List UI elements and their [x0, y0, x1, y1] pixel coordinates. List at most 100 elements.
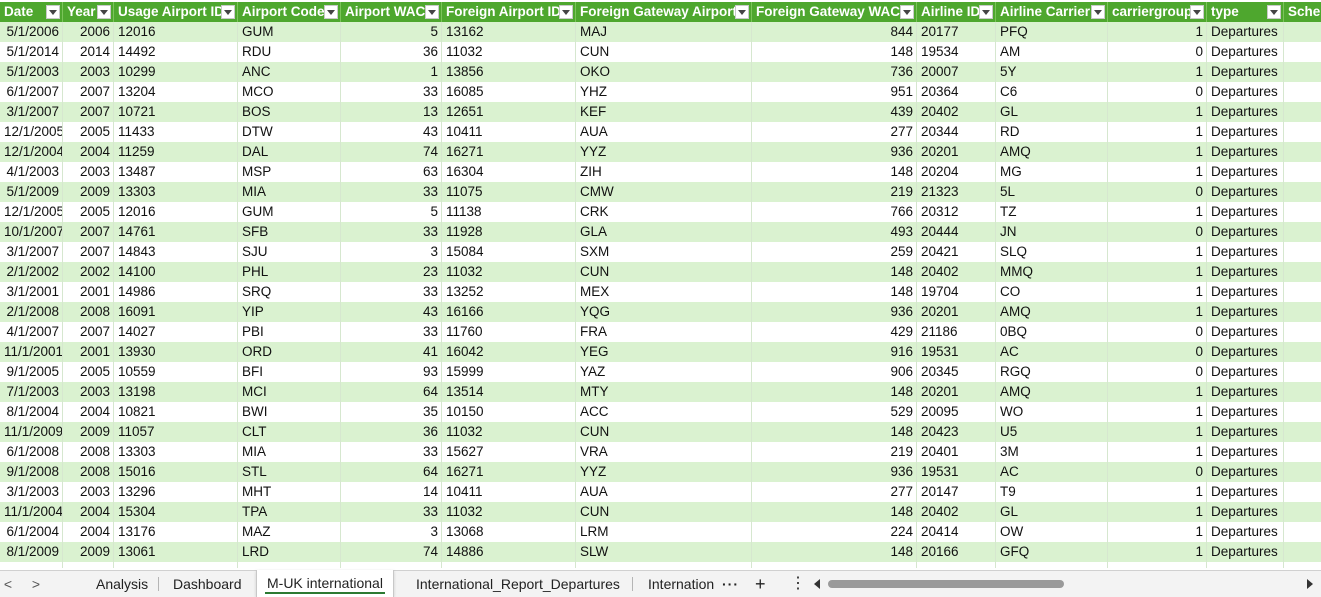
cell-foreign-airport-id[interactable]: 11075 [446, 184, 483, 199]
cell-airport-wac[interactable]: 35 [422, 404, 438, 419]
cell-airport-wac[interactable]: 33 [422, 84, 438, 99]
cell-airport-code[interactable]: PHL [242, 264, 269, 279]
cell-airport-wac[interactable]: 13 [422, 104, 438, 119]
cell-usage-airport-id[interactable]: 13296 [118, 484, 156, 499]
cell-airport-wac[interactable]: 93 [422, 364, 438, 379]
table-row[interactable]: 12/1/2005 2005 11433 DTW 43 10411 AUA 277 20344 R… [0, 122, 1321, 142]
cell-carriergroup[interactable]: 1 [1195, 24, 1203, 39]
cell-type[interactable]: Departures [1211, 384, 1278, 399]
cell-foreign-gateway-wac[interactable]: 916 [890, 344, 913, 359]
cell-foreign-gateway-airport[interactable]: ZIH [580, 164, 602, 179]
cell-date[interactable]: 12/1/2005 [4, 204, 63, 219]
cell-foreign-gateway-airport[interactable]: MTY [580, 384, 609, 399]
cell-type[interactable]: Departures [1211, 144, 1278, 159]
cell-type[interactable]: Departures [1211, 264, 1278, 279]
cell-airline-id[interactable]: 21186 [921, 324, 958, 339]
cell-type[interactable]: Departures [1211, 284, 1278, 299]
cell-airline-carrier[interactable]: GL [1000, 104, 1019, 119]
cell-usage-airport-id[interactable]: 10559 [118, 364, 156, 379]
column-header-airport-wac[interactable]: Airport WAC [341, 2, 442, 22]
cell-airline-carrier[interactable]: AMQ [1000, 304, 1031, 319]
cell-year[interactable]: 2014 [79, 44, 110, 59]
cell-airport-code[interactable]: GUM [242, 204, 274, 219]
cell-airline-carrier[interactable]: RGQ [1000, 364, 1031, 379]
cell-foreign-gateway-wac[interactable]: 936 [890, 144, 913, 159]
cell-airline-carrier[interactable]: WO [1000, 404, 1024, 419]
cell-foreign-gateway-wac[interactable]: 766 [890, 204, 913, 219]
cell-airline-carrier[interactable]: MG [1000, 164, 1022, 179]
cell-airline-id[interactable]: 20201 [921, 304, 959, 319]
cell-date[interactable]: 3/1/2003 [6, 484, 59, 499]
table-row[interactable]: 5/1/2009 2009 13303 MIA 33 11075 CMW 219 21323 5L… [0, 182, 1321, 202]
cell-airport-code[interactable]: MHT [242, 484, 272, 499]
cell-usage-airport-id[interactable]: 11259 [118, 144, 155, 159]
filter-dropdown-icon[interactable] [1190, 5, 1204, 19]
cell-carriergroup[interactable]: 1 [1195, 544, 1203, 559]
cell-carriergroup[interactable]: 1 [1195, 244, 1203, 259]
cell-airport-code[interactable]: LRD [242, 544, 270, 559]
cell-foreign-gateway-airport[interactable]: YHZ [580, 84, 607, 99]
cell-type[interactable]: Departures [1211, 544, 1278, 559]
filter-dropdown-icon[interactable] [221, 5, 235, 19]
cell-foreign-gateway-airport[interactable]: AUA [580, 484, 608, 499]
cell-airline-id[interactable]: 20312 [921, 204, 959, 219]
cell-date[interactable]: 8/1/2004 [6, 404, 59, 419]
filter-dropdown-icon[interactable] [1091, 5, 1105, 19]
cell-foreign-airport-id[interactable]: 11138 [446, 204, 482, 219]
cell-airline-id[interactable]: 20147 [921, 484, 959, 499]
cell-airport-code[interactable]: BFI [242, 364, 264, 379]
cell-airport-wac[interactable]: 33 [422, 324, 438, 339]
cell-airport-code[interactable]: DTW [242, 124, 273, 139]
cell-type[interactable]: Departures [1211, 104, 1278, 119]
table-row[interactable]: 2/1/2002 2002 14100 PHL 23 11032 CUN 148 20402 MM… [0, 262, 1321, 282]
cell-year[interactable]: 2003 [79, 64, 110, 79]
cell-airport-wac[interactable]: 33 [422, 224, 438, 239]
cell-date[interactable]: 11/1/2001 [4, 344, 63, 359]
cell-year[interactable]: 2007 [79, 224, 110, 239]
table-row[interactable]: 4/1/2003 2003 13487 MSP 63 16304 ZIH 148 20204 MG… [0, 162, 1321, 182]
cell-date[interactable]: 2/1/2002 [6, 264, 59, 279]
cell-carriergroup[interactable]: 1 [1195, 404, 1203, 419]
table-row[interactable]: 5/1/2003 2003 10299 ANC 1 13856 OKO 736 20007 5Y 1… [0, 62, 1321, 82]
cell-airline-carrier[interactable]: JN [1000, 224, 1017, 239]
cell-year[interactable]: 2007 [79, 104, 110, 119]
cell-foreign-gateway-wac[interactable]: 148 [890, 424, 913, 439]
cell-airport-code[interactable]: BOS [242, 104, 271, 119]
cell-airline-id[interactable]: 21323 [921, 184, 959, 199]
cell-carriergroup[interactable]: 1 [1195, 64, 1203, 79]
cell-foreign-gateway-wac[interactable]: 148 [890, 284, 913, 299]
filter-dropdown-icon[interactable] [735, 5, 749, 19]
cell-airline-id[interactable]: 19531 [921, 344, 959, 359]
cell-foreign-gateway-airport[interactable]: YYZ [580, 464, 607, 479]
cell-airport-code[interactable]: GUM [242, 24, 274, 39]
cell-carriergroup[interactable]: 1 [1195, 204, 1203, 219]
cell-airline-carrier[interactable]: 0BQ [1000, 324, 1028, 339]
column-header-foreign-airport-id[interactable]: Foreign Airport ID [442, 2, 576, 22]
cell-airline-carrier[interactable]: AMQ [1000, 384, 1031, 399]
cell-type[interactable]: Departures [1211, 404, 1278, 419]
cell-year[interactable]: 2001 [79, 284, 110, 299]
cell-airport-wac[interactable]: 64 [422, 464, 438, 479]
filter-dropdown-icon[interactable] [559, 5, 573, 19]
cell-type[interactable]: Departures [1211, 244, 1278, 259]
filter-dropdown-icon[interactable] [324, 5, 338, 19]
cell-type[interactable]: Departures [1211, 464, 1278, 479]
cell-carriergroup[interactable]: 1 [1195, 524, 1203, 539]
cell-year[interactable]: 2008 [79, 304, 110, 319]
cell-carriergroup[interactable]: 0 [1195, 84, 1203, 99]
cell-usage-airport-id[interactable]: 11433 [118, 124, 155, 139]
add-sheet-button[interactable]: + [755, 574, 766, 594]
cell-airport-wac[interactable]: 33 [422, 504, 438, 519]
column-header-airline-carrier[interactable]: Airline Carrier [996, 2, 1108, 22]
cell-type[interactable]: Departures [1211, 204, 1278, 219]
table-row[interactable]: 6/1/2008 2008 13303 MIA 33 15627 VRA 219 20401 3M… [0, 442, 1321, 462]
cell-usage-airport-id[interactable]: 12016 [118, 24, 156, 39]
cell-airline-id[interactable]: 20402 [921, 104, 959, 119]
cell-carriergroup[interactable]: 1 [1195, 164, 1203, 179]
cell-date[interactable]: 2/1/2008 [6, 304, 59, 319]
cell-foreign-gateway-wac[interactable]: 148 [890, 384, 913, 399]
cell-type[interactable]: Departures [1211, 64, 1278, 79]
cell-foreign-airport-id[interactable]: 16166 [446, 304, 484, 319]
cell-airline-id[interactable]: 20423 [921, 424, 959, 439]
cell-airport-wac[interactable]: 43 [422, 304, 438, 319]
